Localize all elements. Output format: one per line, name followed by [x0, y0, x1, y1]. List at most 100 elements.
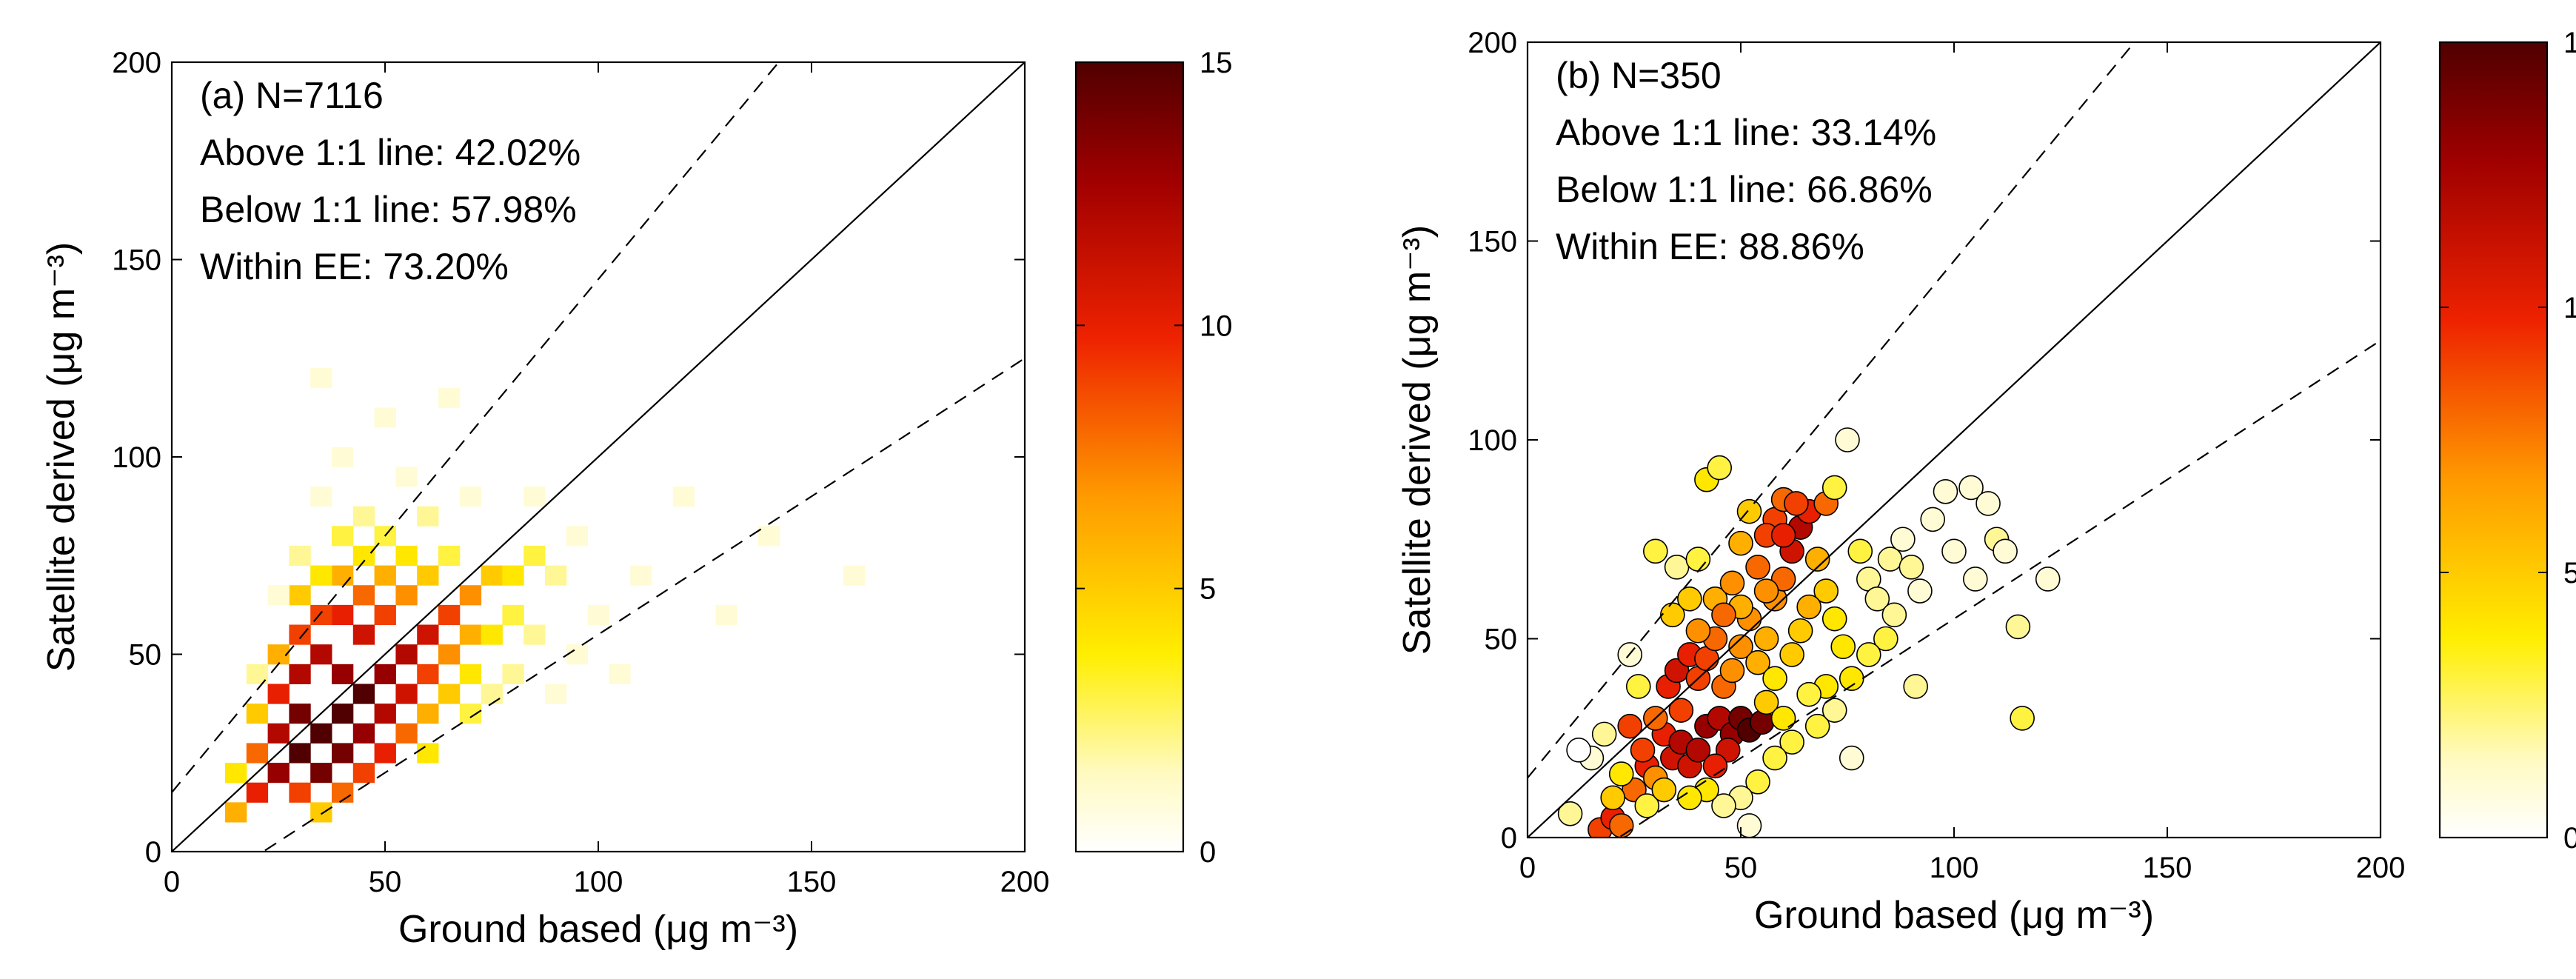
scatter-point	[1745, 649, 1770, 675]
heatmap-bin	[438, 604, 461, 626]
heatmap-bin	[246, 743, 269, 764]
scatter-point	[1608, 761, 1634, 786]
colorbar-a: 0 5 10 15	[1074, 47, 1233, 869]
y-tick-label: 50	[1485, 624, 1518, 656]
axes-a: 0 50 100 150 200 0 50 100 150 200 Ground based (μg…	[40, 47, 1049, 951]
scatter-point	[1941, 538, 1967, 564]
stat-annotation: Within EE: 73.20%	[200, 246, 509, 287]
heatmap-bin	[459, 664, 482, 684]
stat-annotation: Below 1:1 line: 57.98%	[200, 189, 577, 230]
heatmap-bin	[438, 545, 461, 567]
heatmap-bin	[352, 684, 375, 704]
scatter-point	[1933, 479, 1958, 504]
scatter-point	[1707, 455, 1732, 481]
x-axis-label: Ground based (μg m⁻³)	[1754, 894, 2154, 937]
heatmap-bin	[459, 704, 482, 724]
heatmap-bin	[417, 743, 439, 764]
heatmap-bin	[267, 723, 290, 744]
scatter-point	[1677, 586, 1702, 612]
scatter-point	[1643, 538, 1668, 564]
scatter-point	[1821, 698, 1847, 723]
scatter-point	[1779, 642, 1804, 667]
heatmap-bin	[332, 526, 354, 547]
heatmap-bin	[310, 565, 332, 586]
heatmap-bin	[395, 644, 418, 665]
scatter-point	[1796, 594, 1821, 620]
scatter-point	[1779, 729, 1804, 755]
heatmap-bin	[225, 802, 247, 823]
heatmap-bin	[352, 723, 375, 744]
heatmap-bin	[352, 585, 375, 606]
scatter-point	[2010, 706, 2035, 731]
heatmap-bin	[332, 604, 354, 626]
ee-bound-line	[1617, 339, 2381, 838]
x-axis-label: Ground based (μg m⁻³)	[398, 908, 798, 951]
heatmap-bin	[502, 664, 524, 684]
scatter-point	[1963, 567, 1988, 592]
scatter-point	[1976, 491, 2001, 516]
heatmap-bin	[310, 368, 332, 389]
heatmap-bin	[310, 644, 332, 665]
heatmap-bin	[417, 624, 439, 645]
heatmap-bin	[310, 763, 332, 783]
heatmap-bin	[502, 604, 524, 626]
heatmap-bin	[310, 486, 332, 507]
y-tick-label: 0	[1501, 822, 1517, 855]
colorbar-tick-label: 0	[2563, 822, 2576, 855]
heatmap-bin	[352, 545, 375, 567]
scatter-point	[1839, 745, 1864, 771]
x-tick-label: 50	[1724, 852, 1758, 884]
y-tick-label: 200	[112, 47, 161, 79]
heatmap-bin	[566, 526, 589, 547]
scatter-point	[1685, 618, 1711, 644]
colorbar-tick-label: 15	[1200, 47, 1233, 79]
panel-label: (a) N=7116	[200, 75, 384, 116]
heatmap-bin	[332, 704, 354, 724]
heatmap-bin	[395, 723, 418, 744]
scatter-point	[1873, 626, 1898, 652]
ee-bound-line	[1528, 42, 2136, 779]
scatter-point	[1784, 491, 1809, 516]
x-tick-label: 0	[164, 866, 180, 898]
heatmap-bin	[459, 585, 482, 606]
y-axis-label: Satellite derived (μg m⁻³)	[1396, 225, 1439, 655]
clipped-marks	[1528, 42, 2381, 838]
scatter-point	[1804, 547, 1830, 572]
scatter-point	[1630, 738, 1656, 763]
y-tick-label: 150	[112, 244, 161, 277]
scatter-point	[1753, 689, 1779, 715]
heatmap-bin	[438, 387, 461, 408]
heatmap-bin	[417, 704, 439, 724]
scatter-point	[1839, 666, 1864, 692]
heatmap-bin	[374, 664, 396, 684]
heatmap-bin	[289, 664, 311, 684]
colorbar-tick-label: 5	[2563, 557, 2576, 589]
scatter-point	[1753, 578, 1779, 604]
scatter-point	[1907, 578, 1933, 604]
heatmap-bin	[459, 624, 482, 645]
heatmap-bin	[289, 624, 311, 645]
one-to-one-line	[1528, 42, 2381, 838]
heatmap-bin	[352, 506, 375, 527]
annotations-b: (b) N=350 Above 1:1 line: 33.14% Below 1:1…	[1556, 55, 1936, 267]
heatmap-bin	[459, 486, 482, 507]
axes-b: 0 50 100 150 200 0 50 100 150 200 Ground based (μg…	[1396, 27, 2405, 937]
scatter-point	[1856, 642, 1881, 667]
heatmap-bin	[417, 506, 439, 527]
scatter-point	[1847, 538, 1873, 564]
heatmap-bin	[843, 565, 866, 586]
clipped-marks	[172, 62, 1025, 852]
heatmap-bin	[481, 565, 503, 586]
heatmap-bin	[715, 604, 737, 626]
scatter-point	[1745, 769, 1770, 795]
scatter-point	[1804, 713, 1830, 739]
heatmap-bin	[352, 763, 375, 783]
heatmap-bin	[417, 664, 439, 684]
heatmap-bin	[374, 565, 396, 586]
one-to-one-line	[172, 62, 1025, 852]
scatter-point	[1821, 475, 1847, 501]
scatter-point	[1557, 801, 1583, 826]
colorbar-tick-label: 10	[2563, 292, 2576, 324]
